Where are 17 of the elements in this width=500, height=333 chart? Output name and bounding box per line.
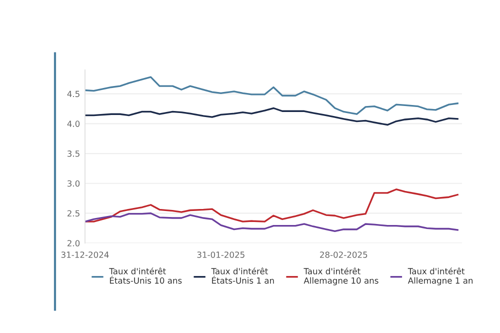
legend-label: Taux d'intérêt États-Unis 10 ans [109,268,182,284]
x-tick-label: 28-02-2025 [320,252,368,258]
line-series [85,188,458,222]
y-tick-label: 2.0 [67,240,80,246]
legend-label: Taux d'intérêt États-Unis 1 an [211,268,274,284]
y-tick-label: 4.0 [67,120,80,127]
line-series [85,212,458,232]
y-tick-label: 2.5 [67,210,80,217]
line-series [85,107,458,126]
line-series [85,76,458,115]
y-tick-label: 4.5 [67,90,80,98]
y-tick-label: 3.5 [68,150,80,157]
x-tick-label: 31-01-2025 [197,252,244,258]
y-tick-label: 3.0 [68,180,80,187]
legend-label: Taux d'intérêt Allemagne 1 an [408,268,473,286]
legend-label: Taux d'intérêt Allemagne 10 ans [304,268,378,286]
x-tick-label: 31-12-2024 [61,252,109,258]
